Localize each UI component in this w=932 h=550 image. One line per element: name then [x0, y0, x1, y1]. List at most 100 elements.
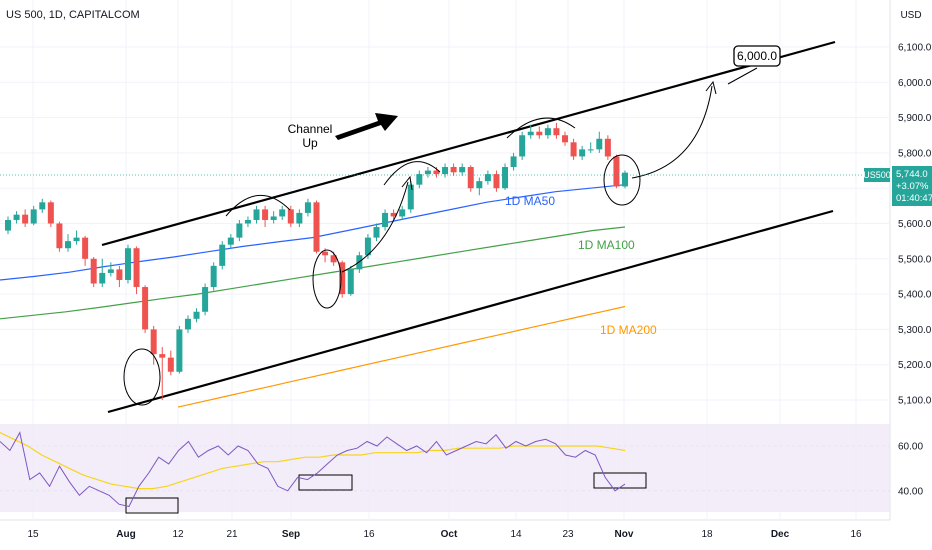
time-tick-label: 12 [172, 529, 184, 540]
candle-body [133, 248, 140, 288]
projection-curve-2[interactable] [631, 85, 713, 179]
channel-label-line2: Up [302, 136, 318, 150]
channel-lower-line[interactable] [107, 209, 834, 414]
candle-body [562, 135, 569, 143]
candle-body [596, 138, 603, 150]
candle-body [467, 167, 474, 189]
candle-body [536, 131, 543, 136]
candle-body [553, 128, 560, 136]
time-tick-label: 23 [562, 529, 574, 540]
candle-body [364, 237, 371, 256]
price-tick-label: 5,400.0 [898, 290, 932, 301]
arc-top-3[interactable] [506, 117, 576, 139]
candle-body [150, 329, 157, 355]
candle-body [90, 258, 97, 284]
target-callout-box[interactable] [733, 45, 781, 67]
price-badge-change: +3.07% [896, 181, 929, 192]
time-tick-label: Aug [116, 529, 135, 540]
time-tick-label: Oct [441, 529, 458, 540]
candle-body [219, 244, 226, 266]
candle-body [39, 202, 46, 210]
rsi-ma-line [0, 432, 626, 490]
time-tick-label: 16 [850, 529, 862, 540]
price-tick-label: 6,000.0 [898, 78, 932, 89]
time-tick-label: 15 [27, 529, 39, 540]
candle-body [416, 174, 423, 185]
circle-august-low[interactable] [123, 348, 161, 406]
channel-upper-line[interactable] [101, 40, 836, 247]
candle-body [99, 272, 106, 284]
symbol-badge-text: US500 [863, 170, 891, 180]
rsi-band [0, 424, 890, 512]
candle-body [519, 135, 526, 157]
rsi-axis-ticks: 60.00 40.00 [898, 442, 923, 498]
candle-body [459, 167, 466, 173]
symbol-badge [864, 168, 890, 182]
candle-body [142, 287, 149, 330]
time-tick-label: 16 [363, 529, 375, 540]
candle-body [373, 227, 380, 238]
ma200-line [177, 305, 626, 408]
candle-body [493, 174, 500, 189]
price-tick-label: 5,300.0 [898, 325, 932, 336]
ma200-label: 1D MA200 [600, 323, 657, 337]
price-badge-timer: 01:40:47 [896, 193, 932, 204]
rsi-indicator [0, 431, 626, 508]
trend-arrow-icon [335, 113, 398, 140]
annotation-drawings [123, 80, 717, 514]
candle-body [339, 262, 346, 295]
time-tick-label: 18 [701, 529, 713, 540]
candle-body [244, 219, 251, 224]
time-tick-label: Sep [282, 529, 300, 540]
candle-body [287, 209, 294, 224]
circle-current-low[interactable] [603, 154, 641, 206]
candle-body [5, 219, 11, 231]
price-tick-label: 6,100.0 [898, 43, 932, 54]
time-axis-ticks: 15 Aug 12 21 Sep 16 Oct 14 23 Nov 18 Dec 16 [27, 529, 862, 540]
candle-body [502, 167, 509, 189]
candle-body [604, 138, 611, 157]
projection-curve-1[interactable] [341, 181, 409, 273]
rsi-tick-label: 60.00 [898, 442, 923, 453]
candle-body [322, 251, 329, 256]
candle-body [193, 311, 200, 319]
candle-body [270, 216, 277, 220]
candle-body [262, 209, 269, 220]
candle-body [279, 209, 286, 217]
price-tick-label: 5,200.0 [898, 360, 932, 371]
arc-top-1[interactable] [225, 195, 291, 217]
ma50-label: 1D MA50 [505, 194, 555, 208]
candle-body [433, 170, 440, 175]
candle-body [347, 269, 354, 295]
candle-body [382, 212, 389, 228]
candle-body [613, 156, 620, 187]
candle-body [442, 167, 449, 175]
currency-label[interactable]: USD [900, 10, 921, 21]
candle-body [579, 149, 586, 157]
candle-body [527, 131, 534, 136]
projection-arrowhead-2 [705, 80, 717, 95]
time-tick-label: Dec [771, 529, 790, 540]
candle-body [210, 265, 217, 288]
candle-body [544, 128, 551, 136]
time-tick-label: 14 [510, 529, 522, 540]
candle-body [82, 237, 89, 259]
candle-body [399, 209, 406, 217]
price-tick-label: 5,800.0 [898, 148, 932, 159]
candle-body [253, 209, 260, 220]
candle-body [296, 212, 303, 224]
circle-september-low[interactable] [312, 249, 342, 309]
candle-body [484, 174, 491, 182]
candle-body [570, 142, 577, 157]
ma100-label: 1D MA100 [578, 238, 635, 252]
price-tick-label: 5,100.0 [898, 396, 932, 407]
candle-body [22, 214, 29, 224]
rsi-box-september[interactable] [298, 474, 353, 491]
ma50-line [0, 184, 626, 281]
candle-body [13, 214, 20, 220]
chart-title: US 500, 1D, CAPITALCOM [6, 9, 140, 21]
arc-top-2[interactable] [383, 161, 441, 186]
target-label: 6,000.0 [737, 49, 777, 63]
candle-body [184, 318, 191, 330]
